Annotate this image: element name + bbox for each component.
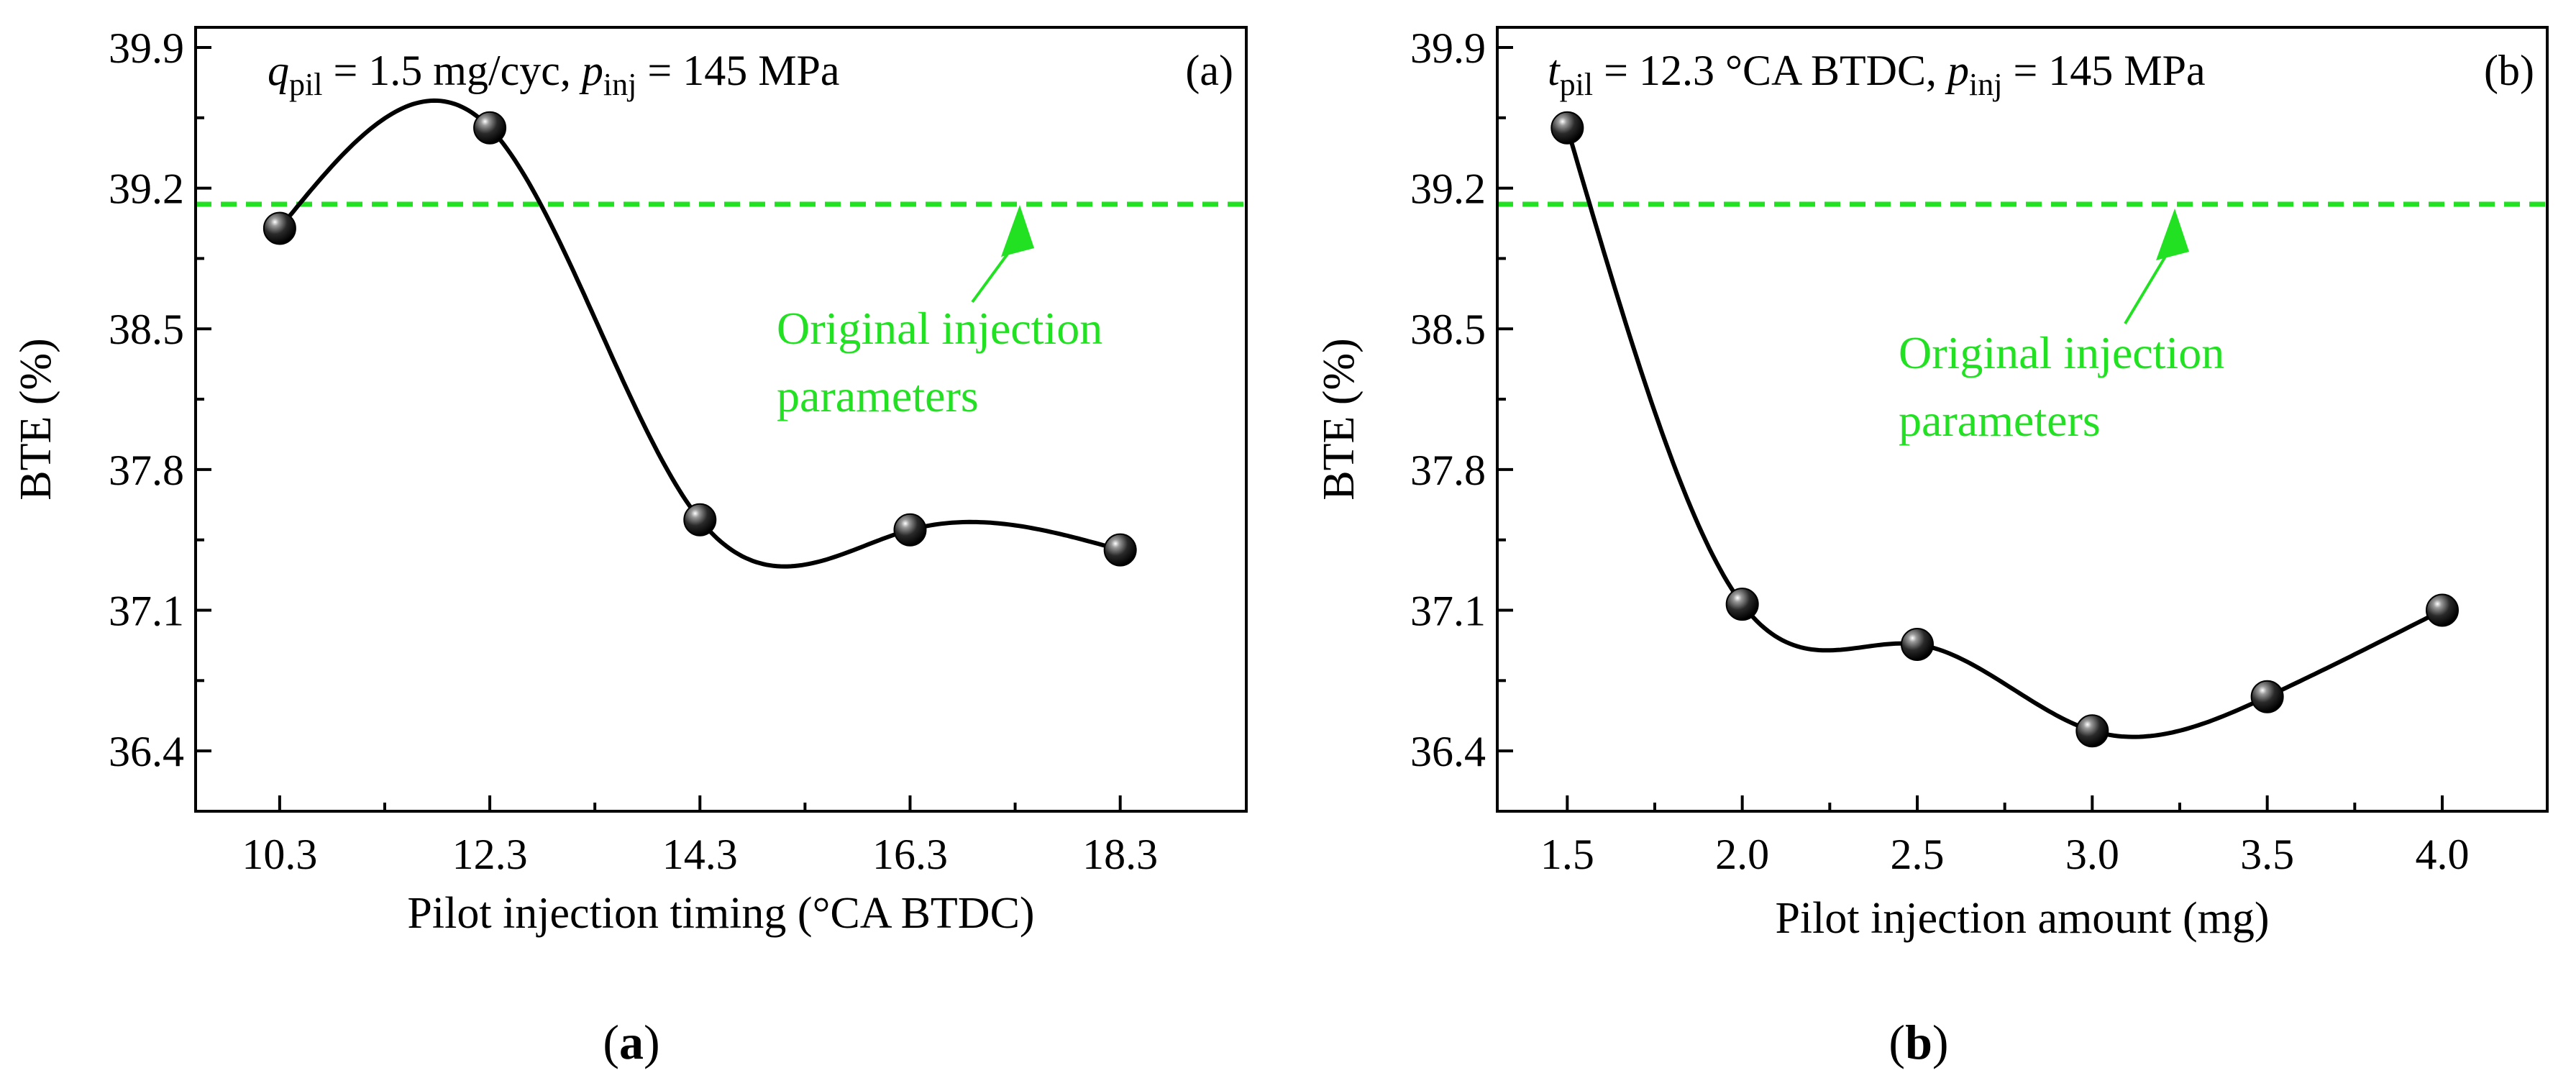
y-tick-label: 37.1: [1410, 588, 1486, 635]
y-tick-label: 38.5: [109, 306, 184, 353]
condition-sub1: pil: [1560, 67, 1593, 102]
y-tick-label: 37.1: [109, 588, 184, 635]
data-point: [1550, 111, 1584, 145]
data-point: [262, 211, 296, 245]
x-tick-label: 14.3: [662, 831, 738, 878]
condition-rest1: = 1.5 mg/cyc,: [322, 47, 581, 94]
condition-rest1: = 12.3 °CA BTDC,: [1593, 47, 1947, 94]
panel-a-chart: 36.4 37.1 37.8 38.5 39.2 39.9 10.3 12.3 14.3 16.…: [12, 24, 1248, 1069]
data-point: [2426, 593, 2459, 627]
reference-label-line2: parameters: [1899, 395, 2101, 446]
condition-var1: t: [1548, 47, 1561, 94]
y-axis-title: BTE (%): [12, 338, 60, 501]
caption-letter: b: [1905, 1015, 1932, 1069]
reference-arrow-head: [1001, 205, 1034, 257]
reference-label-line1: Original injection: [1899, 327, 2224, 378]
panel-caption: (b): [1888, 1015, 1948, 1069]
data-markers: [262, 111, 1137, 567]
x-tick-label: 12.3: [452, 831, 528, 878]
x-tick-label: 2.5: [1891, 831, 1945, 878]
x-tick-label: 10.3: [242, 831, 317, 878]
x-axis-title: Pilot injection amount (mg): [1775, 894, 2269, 943]
condition-rest2: = 145 MPa: [2002, 47, 2205, 94]
condition-var1: q: [268, 47, 289, 94]
x-tick-labels: 10.3 12.3 14.3 16.3 18.3: [242, 831, 1158, 878]
condition-var2: p: [579, 47, 603, 94]
x-tick-label: 4.0: [2416, 831, 2470, 878]
y-tick-label: 39.2: [1410, 165, 1486, 213]
x-tick-label: 3.5: [2240, 831, 2294, 878]
y-axis-title: BTE (%): [1315, 338, 1364, 501]
x-tick-label: 16.3: [872, 831, 948, 878]
x-tick-label: 18.3: [1082, 831, 1158, 878]
x-tick-label: 2.0: [1715, 831, 1769, 878]
reference-arrow-head: [2156, 209, 2189, 260]
x-tick-labels: 1.5 2.0 2.5 3.0 3.5 4.0: [1540, 831, 2470, 878]
data-point: [1103, 533, 1137, 567]
y-tick-label: 39.9: [109, 24, 184, 72]
condition-sub2: inj: [603, 67, 636, 102]
reference-line-group: [196, 201, 1246, 303]
x-tick-label: 1.5: [1540, 831, 1594, 878]
data-point: [1725, 588, 1759, 621]
y-tick-labels: 36.4 37.1 37.8 38.5 39.2 39.9: [1410, 24, 1486, 775]
panel-corner-label: (a): [1185, 47, 1233, 94]
condition-var2: p: [1945, 47, 1969, 94]
y-tick-label: 36.4: [109, 728, 184, 775]
condition-rest2: = 145 MPa: [636, 47, 839, 94]
reference-label-line2: parameters: [777, 370, 979, 421]
data-point: [893, 513, 927, 547]
panel-corner-label: (b): [2484, 47, 2534, 94]
y-tick-label: 38.5: [1410, 306, 1486, 353]
y-tick-label: 36.4: [1410, 728, 1486, 775]
condition-annotation: qpil = 1.5 mg/cyc, pinj = 145 MPa: [268, 47, 840, 102]
condition-annotation: tpil = 12.3 °CA BTDC, pinj = 145 MPa: [1548, 47, 2206, 102]
condition-sub1: pil: [289, 67, 322, 102]
y-tick-label: 39.9: [1410, 24, 1486, 72]
plot-frame: [194, 26, 1248, 813]
y-tick-label: 39.2: [109, 165, 184, 213]
x-axis-title: Pilot injection timing (°CA BTDC): [407, 889, 1034, 938]
data-point: [683, 503, 717, 537]
axis-ticks: [196, 45, 1122, 811]
condition-sub2: inj: [1969, 67, 2002, 102]
x-tick-label: 3.0: [2065, 831, 2119, 878]
reference-line-group: [1497, 201, 2547, 325]
y-tick-labels: 36.4 37.1 37.8 38.5 39.2 39.9: [109, 24, 184, 775]
data-point: [2075, 714, 2109, 748]
panel-b-chart: 36.4 37.1 37.8 38.5 39.2 39.9 1.5 2.0 2.5 3.0 3.5…: [1315, 24, 2549, 1069]
y-tick-label: 37.8: [1410, 447, 1486, 494]
axis-ticks: [1497, 45, 2444, 811]
panel-caption: (a): [603, 1015, 659, 1069]
caption-letter: a: [619, 1015, 644, 1069]
reference-label-line1: Original injection: [777, 303, 1102, 354]
data-curve: [1565, 127, 2444, 739]
y-tick-label: 37.8: [109, 447, 184, 494]
data-markers: [1550, 111, 2459, 748]
plot-frame: [1496, 26, 2549, 813]
data-point: [2250, 680, 2284, 713]
data-point: [473, 111, 507, 145]
data-point: [1901, 628, 1934, 662]
